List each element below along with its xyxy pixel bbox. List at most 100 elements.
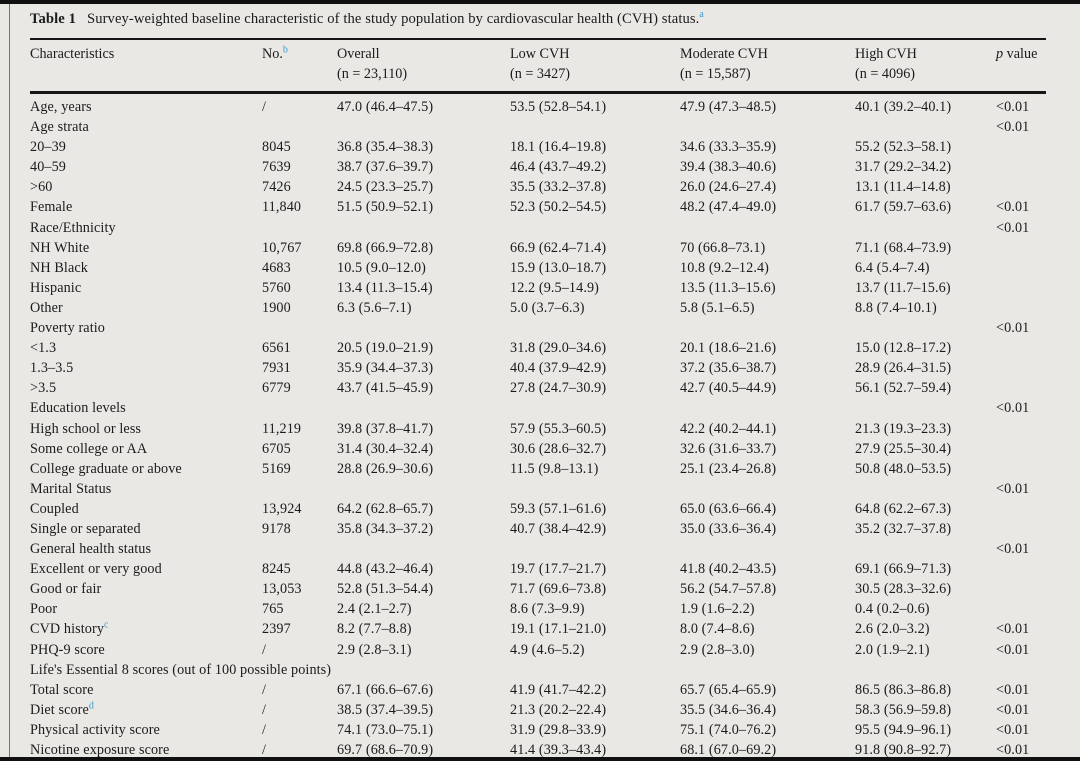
low-cvh-cell: 40.4 (37.9–42.9) — [510, 360, 607, 377]
low-cvh-cell — [510, 117, 680, 137]
low-cvh-cell: 40.7 (38.4–42.9) — [510, 520, 607, 537]
row-label: General health status — [30, 541, 152, 558]
high-cvh-cell: 58.3 (56.9–59.8) — [855, 701, 952, 718]
overall-cell: 28.8 (26.9–30.6) — [337, 460, 434, 477]
no-cell: 10,767 — [262, 239, 302, 256]
table-row: Excellent or very good 8245 44.8 (43.2–46.… — [30, 559, 1046, 579]
p-value-cell — [996, 137, 1046, 157]
no-cell: / — [262, 742, 267, 758]
p-value-cell — [996, 459, 1046, 479]
no-cell: 11,840 — [262, 199, 302, 216]
footnote-marker-b: b — [282, 44, 288, 56]
overall-cell: 74.1 (73.0–75.1) — [337, 721, 434, 738]
row-label: Female — [30, 199, 73, 216]
p-value-cell — [996, 258, 1046, 278]
no-cell — [262, 539, 337, 559]
high-cvh-cell: 21.3 (19.3–23.3) — [855, 420, 952, 437]
table-body: Age, years / 47.0 (46.4–47.5) 53.5 (52.8–54… — [30, 93, 1046, 761]
low-cvh-cell: 27.8 (24.7–30.9) — [510, 380, 607, 397]
high-cvh-cell: 69.1 (66.9–71.3) — [855, 561, 952, 578]
low-cvh-cell: 53.5 (52.8–54.1) — [510, 99, 607, 115]
table-number: Table 1 — [30, 11, 76, 27]
p-value-cell — [996, 378, 1046, 398]
table-row: College graduate or above 5169 28.8 (26.9–… — [30, 459, 1046, 479]
moderate-cvh-cell: 26.0 (24.6–27.4) — [680, 179, 777, 196]
footnote-marker-c: c — [104, 619, 109, 631]
low-cvh-cell: 57.9 (55.3–60.5) — [510, 420, 607, 437]
paper-table: Table 1 Survey-weighted baseline characte… — [30, 10, 1046, 760]
table-row: Diet scored / 38.5 (37.4–39.5) 21.3 (20.2–2… — [30, 700, 1046, 720]
table-row: Total score / 67.1 (66.6–67.6) 41.9 (41.7–4… — [30, 680, 1046, 700]
high-cvh-cell: 56.1 (52.7–59.4) — [855, 380, 952, 397]
high-cvh-cell: 71.1 (68.4–73.9) — [855, 239, 952, 256]
p-value-cell — [996, 439, 1046, 459]
moderate-cvh-cell: 39.4 (38.3–40.6) — [680, 159, 777, 176]
table-row: Coupled 13,924 64.2 (62.8–65.7) 59.3 (57.1–… — [30, 499, 1046, 519]
row-label: College graduate or above — [30, 460, 182, 477]
high-cvh-cell: 50.8 (48.0–53.5) — [855, 460, 952, 477]
row-label: NH White — [30, 239, 90, 256]
p-value-cell: <0.01 — [996, 400, 1030, 417]
table-row: 1.3–3.5 7931 35.9 (34.4–37.3) 40.4 (37.9–42… — [30, 358, 1046, 378]
moderate-cvh-cell: 75.1 (74.0–76.2) — [680, 721, 777, 738]
moderate-cvh-cell: 42.7 (40.5–44.9) — [680, 380, 777, 397]
high-cvh-cell: 13.7 (11.7–15.6) — [855, 279, 951, 296]
low-cvh-cell — [510, 218, 680, 238]
overall-cell — [337, 318, 510, 338]
moderate-cvh-cell: 32.6 (31.6–33.7) — [680, 440, 777, 457]
p-value-cell: <0.01 — [996, 681, 1030, 698]
high-cvh-cell: 28.9 (26.4–31.5) — [855, 360, 952, 377]
high-cvh-cell — [855, 398, 996, 418]
overall-cell: 8.2 (7.7–8.8) — [337, 621, 412, 638]
no-cell: 5169 — [262, 460, 291, 477]
row-label: >3.5 — [30, 380, 57, 397]
col-subheader-n: (n = 15,587) — [680, 65, 751, 82]
low-cvh-cell: 15.9 (13.0–18.7) — [510, 259, 607, 276]
table-row: >3.5 6779 43.7 (41.5–45.9) 27.8 (24.7–30.9)… — [30, 378, 1046, 398]
low-cvh-cell: 52.3 (50.2–54.5) — [510, 199, 607, 216]
row-label: Other — [30, 299, 63, 316]
overall-cell: 2.4 (2.1–2.7) — [337, 601, 412, 618]
row-label: Age, years — [30, 99, 92, 115]
row-label: Hispanic — [30, 279, 82, 296]
row-label: 20–39 — [30, 139, 66, 156]
no-cell: / — [262, 681, 267, 698]
overall-cell: 38.5 (37.4–39.5) — [337, 701, 434, 718]
p-value-cell: <0.01 — [996, 701, 1030, 718]
row-label: >60 — [30, 179, 53, 196]
p-value-cell: <0.01 — [996, 480, 1030, 497]
no-cell: / — [262, 701, 267, 718]
moderate-cvh-cell — [680, 479, 855, 499]
col-header-no: No.b — [262, 39, 337, 94]
moderate-cvh-cell: 2.9 (2.8–3.0) — [680, 641, 755, 658]
table-row: Race/Ethnicity <0.01 — [30, 218, 1046, 238]
overall-cell: 69.7 (68.6–70.9) — [337, 742, 434, 758]
moderate-cvh-cell: 5.8 (5.1–6.5) — [680, 299, 755, 316]
overall-cell — [337, 218, 510, 238]
moderate-cvh-cell: 13.5 (11.3–15.6) — [680, 279, 776, 296]
p-value-cell: <0.01 — [996, 219, 1030, 236]
col-header-low-cvh: Low CVH (n = 3427) — [510, 39, 680, 94]
moderate-cvh-cell: 47.9 (47.3–48.5) — [680, 99, 777, 115]
row-label: Diet scored — [30, 700, 95, 718]
p-value-cell: <0.01 — [996, 721, 1030, 738]
low-cvh-cell: 8.6 (7.3–9.9) — [510, 601, 585, 618]
p-value-cell — [996, 559, 1046, 579]
high-cvh-cell: 2.6 (2.0–3.2) — [855, 621, 930, 638]
no-cell: 7931 — [262, 360, 291, 377]
row-label: Marital Status — [30, 480, 112, 497]
no-cell: 765 — [262, 601, 284, 618]
moderate-cvh-cell — [680, 218, 855, 238]
no-cell — [262, 218, 337, 238]
moderate-cvh-cell: 48.2 (47.4–49.0) — [680, 199, 777, 216]
low-cvh-cell: 66.9 (62.4–71.4) — [510, 239, 607, 256]
overall-cell: 44.8 (43.2–46.4) — [337, 561, 434, 578]
overall-cell: 36.8 (35.4–38.3) — [337, 139, 434, 156]
overall-cell — [337, 398, 510, 418]
table-row: NH White 10,767 69.8 (66.9–72.8) 66.9 (62.4… — [30, 238, 1046, 258]
p-value-cell — [996, 238, 1046, 258]
high-cvh-cell: 61.7 (59.7–63.6) — [855, 199, 952, 216]
overall-cell: 2.9 (2.8–3.1) — [337, 641, 412, 658]
row-label: <1.3 — [30, 340, 57, 357]
table-row: Poverty ratio <0.01 — [30, 318, 1046, 338]
